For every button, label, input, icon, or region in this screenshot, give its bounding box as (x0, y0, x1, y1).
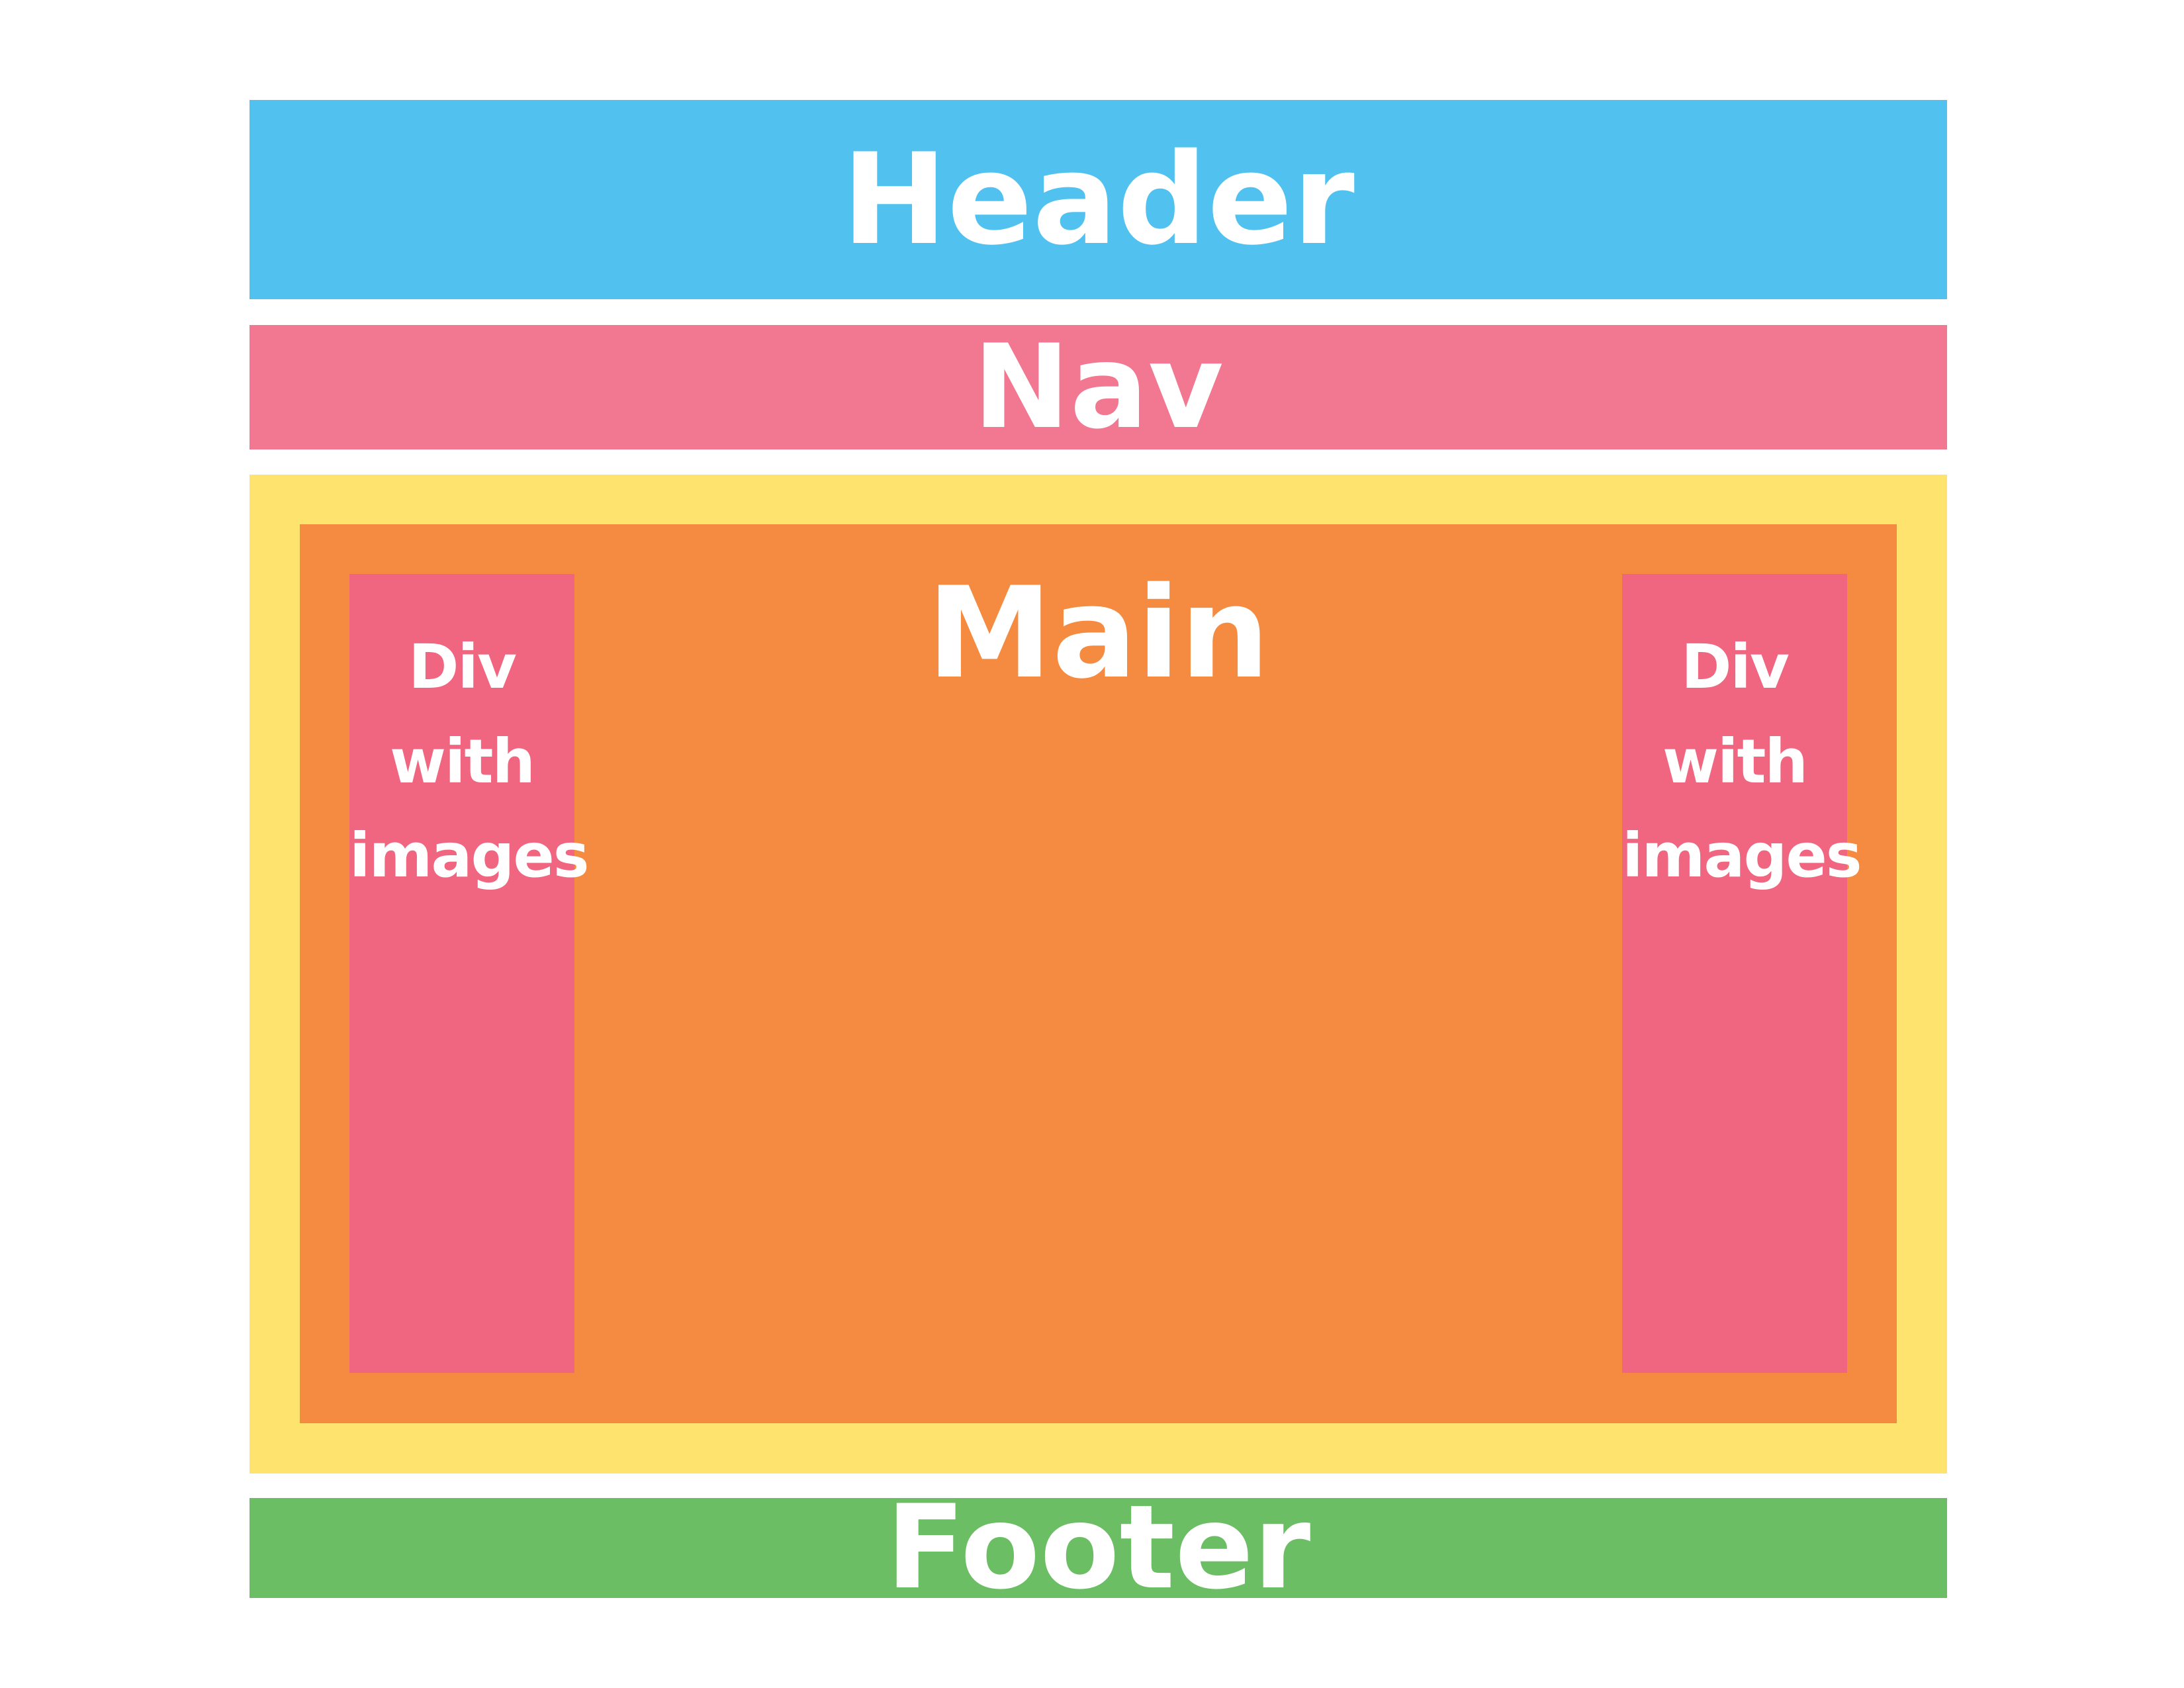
left-side-div: Div with images (349, 574, 590, 1373)
right-side-div-line: images (1622, 820, 1862, 892)
footer-block: Footer (250, 1481, 1947, 1615)
header-label: Header (842, 126, 1355, 273)
header-block: Header (250, 100, 1947, 299)
right-side-div-line: Div (1681, 632, 1790, 702)
left-side-div-line: images (349, 820, 590, 892)
left-side-div-label: Div with images (349, 620, 590, 904)
nav-label: Nav (973, 320, 1224, 455)
right-side-div-label: Div with images (1622, 620, 1862, 904)
main-label: Main (927, 560, 1270, 706)
main-block: Main Div with images Div with images (300, 524, 1897, 1423)
nav-block: Nav (250, 320, 1947, 455)
footer-label: Footer (886, 1481, 1311, 1615)
left-side-div-line: with (389, 726, 535, 797)
left-side-div-line: Div (408, 632, 517, 702)
right-side-div-line: with (1662, 726, 1808, 797)
right-side-div: Div with images (1622, 574, 1862, 1373)
